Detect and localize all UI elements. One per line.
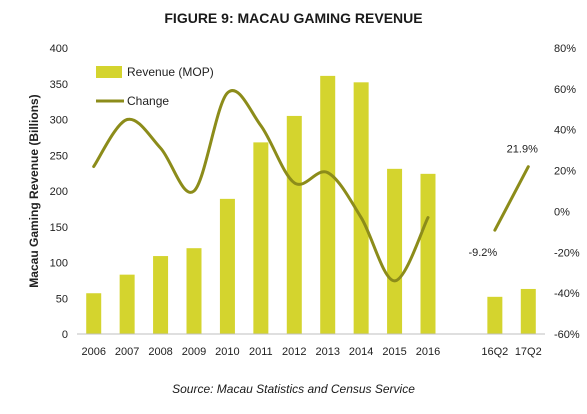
y2-tick-label: -40% [554,288,580,300]
change-data-label: -9.2% [468,247,497,259]
y2-tick-label: 40% [554,125,576,137]
x-tick-label: 2014 [349,346,373,358]
y-tick-label: 200 [50,186,68,198]
bar-2008 [153,256,169,334]
bar-2007 [119,274,135,334]
line-layer: -9.2% 21.9% [92,89,538,283]
bar-17Q2 [520,288,536,334]
x-tick-label: 2011 [249,346,273,358]
legend: Revenue (MOP) Change [96,65,214,108]
x-tick-label: 17Q2 [515,346,542,358]
bar-2015 [387,168,403,334]
x-tick-label: 2006 [81,346,105,358]
bar-2014 [353,82,369,334]
bars-layer [86,75,536,334]
y2-tick-label: 0% [554,206,570,218]
bar-2016 [420,173,436,334]
chart-title: FIGURE 9: MACAU GAMING REVENUE [164,10,423,26]
change-data-label: 21.9% [507,144,538,156]
x-tick-label: 2013 [315,346,339,358]
y2-tick-label: -60% [554,329,580,341]
y2-tick-label: 80% [554,43,576,55]
bar-2011 [253,142,269,334]
x-tick-label: 16Q2 [481,346,508,358]
y2-tick-label: 20% [554,166,576,178]
x-tick-label: 2009 [182,346,206,358]
legend-line-label: Change [127,94,169,108]
bar-2010 [219,198,235,334]
change-line-segment-2 [493,165,530,232]
bar-2012 [286,115,302,334]
y-tick-label: 400 [50,43,68,55]
y-tick-label: 0 [62,329,68,341]
y-tick-label: 250 [50,150,68,162]
y-tick-label: 150 [50,222,68,234]
change-line-segment-1 [92,89,430,283]
x-tick-label: 2015 [382,346,406,358]
legend-bar-swatch [96,66,122,78]
legend-bar-label: Revenue (MOP) [127,65,214,79]
bar-2006 [86,293,102,334]
bar-16Q2 [487,296,503,334]
y-tick-label: 300 [50,115,68,127]
bar-2009 [186,248,202,334]
chart-source: Source: Macau Statistics and Census Serv… [172,382,415,396]
x-tick-label: 2007 [115,346,139,358]
y-tick-label: 350 [50,79,68,91]
y-tick-label: 100 [50,258,68,270]
x-tick-label: 2010 [215,346,239,358]
y-tick-label: 50 [56,293,68,305]
y2-tick-label: 60% [554,84,576,96]
x-tick-label: 2008 [148,346,172,358]
bar-2013 [320,75,336,334]
y-axis-title: Macau Gaming Revenue (Billions) [27,94,41,287]
y2-tick-label: -20% [554,247,580,259]
x-tick-label: 2012 [282,346,306,358]
axes-layer: 0 50 100 150 200 250 300 350 400 -60% -40% -20% 0% 20… [50,43,580,358]
x-tick-label: 2016 [416,346,440,358]
